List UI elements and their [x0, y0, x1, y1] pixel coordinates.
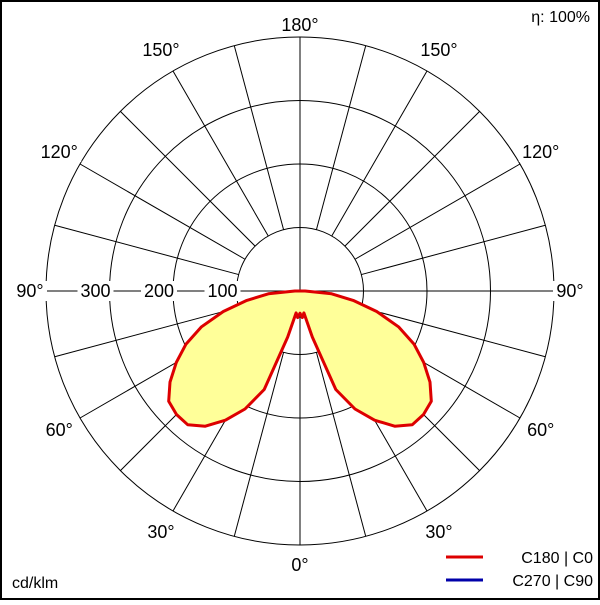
grid-spoke-150 — [331, 70, 428, 237]
angle-label-9: 150° — [142, 40, 179, 60]
angle-label-bg-4 — [523, 420, 558, 440]
legend: C180 | C0 C270 | C90 — [446, 550, 593, 590]
angle-label-bg-9 — [139, 40, 183, 61]
angle-label-5: 90° — [16, 281, 43, 301]
angle-label-bg-3 — [42, 420, 77, 440]
grid-spoke-105 — [361, 224, 546, 276]
angle-label-bg-8 — [518, 142, 563, 162]
angle-label-4: 60° — [527, 420, 554, 440]
angle-label-bg-2 — [422, 521, 456, 542]
angle-label-7: 120° — [41, 142, 78, 162]
legend-label-c270-c90: C270 | C90 — [512, 573, 593, 590]
ring-label-2: 300 — [80, 281, 110, 301]
grid-spoke-345 — [233, 352, 285, 537]
grid-spoke-75 — [361, 306, 546, 358]
angle-label-bg-11 — [278, 15, 322, 35]
angle-label-10: 150° — [420, 40, 457, 60]
angle-label-3: 60° — [46, 420, 73, 440]
angle-label-0: 0° — [291, 555, 308, 575]
grid-spoke-285 — [54, 306, 239, 358]
grid-spoke-210 — [172, 70, 269, 237]
legend-label-c180-c0: C180 | C0 — [521, 550, 593, 567]
efficiency-label: η: 100% — [531, 9, 590, 26]
angle-label-bg-7 — [37, 142, 82, 162]
axis-labels: 100 200 300 0° 30° 30° 60° 60° 90° 90° 120° 120° 150… — [13, 15, 587, 575]
angle-label-bg-1 — [144, 521, 178, 542]
curve-line-0 — [167, 289, 433, 428]
angle-label-6: 90° — [556, 281, 583, 301]
angle-label-11: 180° — [281, 15, 318, 35]
ring-label-bg-1 — [141, 281, 177, 301]
angle-label-1: 30° — [147, 522, 174, 542]
grid-spoke-165 — [315, 45, 367, 230]
angle-label-2: 30° — [425, 522, 452, 542]
angle-label-bg-10 — [417, 40, 461, 61]
grid-spoke-225 — [120, 111, 256, 247]
grid-spoke-135 — [344, 111, 480, 247]
grid-spoke-195 — [233, 45, 285, 230]
angle-label-bg-5 — [13, 281, 47, 301]
curve-fill-0 — [168, 291, 432, 427]
grid-spoke-255 — [54, 224, 239, 276]
angle-label-bg-6 — [553, 281, 587, 301]
grid-spoke-15 — [315, 352, 367, 537]
angle-label-bg-0 — [288, 555, 312, 575]
ring-label-1: 200 — [144, 281, 174, 301]
ring-label-bg-0 — [204, 281, 241, 301]
angle-label-8: 120° — [522, 142, 559, 162]
intensity-curves — [167, 289, 433, 428]
ring-label-bg-2 — [77, 281, 114, 301]
ring-label-0: 100 — [207, 281, 237, 301]
unit-label: cd/klm — [12, 575, 58, 592]
grid-spoke-120 — [354, 163, 521, 260]
grid-spoke-240 — [79, 163, 246, 260]
